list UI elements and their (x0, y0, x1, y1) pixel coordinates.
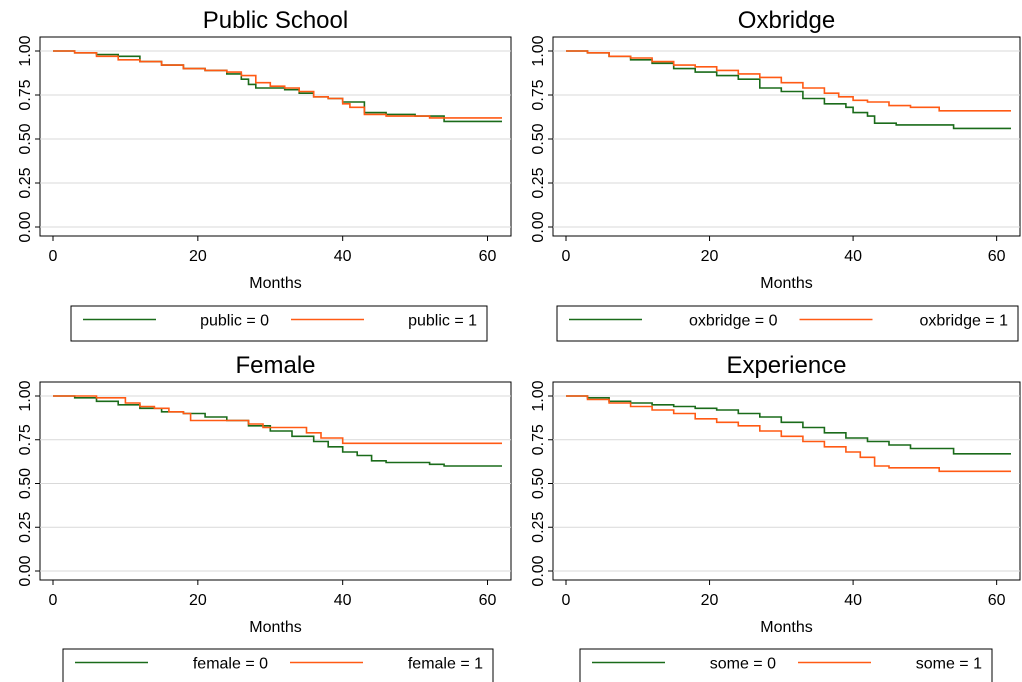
y-tick-label: 0.00 (530, 211, 547, 242)
chart-panel-1: 0.00 0.25 0.50 0.75 1.00 0 20 40 60 Public School… (17, 7, 512, 342)
survival-curve-group-1 (53, 50, 502, 119)
survival-curve-group-0 (566, 50, 1011, 130)
legend-label: female = 0 (193, 656, 268, 673)
x-tick-label: 20 (189, 248, 207, 265)
legend-label: some = 0 (710, 656, 776, 673)
y-tick-label: 0.25 (17, 167, 34, 198)
legend-box (556, 305, 1019, 342)
legend-label: public = 0 (200, 313, 269, 330)
y-tick-label: 1.00 (17, 35, 34, 66)
x-axis-label: Months (249, 275, 301, 292)
x-axis-label: Months (249, 619, 301, 636)
x-tick-label: 60 (479, 248, 497, 265)
legend: female = 0 female = 1 (62, 648, 494, 682)
legend: public = 0 public = 1 (70, 305, 488, 342)
legend-box (70, 305, 488, 342)
x-tick-label: 0 (562, 248, 571, 265)
x-tick-label: 0 (562, 592, 571, 609)
y-tick-label: 0.25 (530, 167, 547, 198)
survival-curve-group-0 (53, 395, 502, 467)
x-tick-label: 20 (189, 592, 207, 609)
x-axis-label: Months (760, 619, 812, 636)
y-tick-label: 0.75 (530, 79, 547, 110)
chart-title: Oxbridge (738, 7, 835, 34)
y-tick-label: 0.75 (17, 79, 34, 110)
y-tick-label: 0.50 (530, 468, 547, 499)
legend-box (579, 648, 993, 682)
y-tick-label: 0.25 (17, 512, 34, 543)
plot-frame (39, 36, 512, 237)
x-tick-label: 40 (334, 248, 352, 265)
y-tick-label: 0.50 (17, 123, 34, 154)
x-tick-label: 60 (988, 592, 1006, 609)
x-axis-label: Months (760, 275, 812, 292)
plot-frame (552, 381, 1021, 581)
x-tick-label: 20 (701, 248, 719, 265)
survival-curve-group-1 (566, 395, 1011, 473)
survival-curve-group-1 (53, 395, 502, 445)
y-tick-label: 0.75 (17, 424, 34, 455)
x-tick-label: 40 (844, 592, 862, 609)
y-tick-label: 0.50 (17, 468, 34, 499)
x-tick-label: 60 (988, 248, 1006, 265)
legend: oxbridge = 0 oxbridge = 1 (556, 305, 1019, 342)
chart-title: Experience (726, 352, 846, 379)
legend-box (62, 648, 494, 682)
survival-curve-group-1 (566, 50, 1011, 112)
chart-title: Public School (203, 7, 348, 34)
plot-frame (552, 36, 1021, 237)
x-tick-label: 0 (49, 592, 58, 609)
y-tick-label: 0.50 (530, 123, 547, 154)
y-tick-label: 0.25 (530, 512, 547, 543)
chart-panel-3: 0.00 0.25 0.50 0.75 1.00 0 20 40 60 Female Months f… (17, 352, 512, 682)
x-tick-label: 0 (49, 248, 58, 265)
survival-curve-group-0 (566, 395, 1011, 455)
plot-frame (39, 381, 512, 581)
legend-label: female = 1 (408, 656, 483, 673)
chart-panel-2: 0.00 0.25 0.50 0.75 1.00 0 20 40 60 Oxbridge Month… (530, 7, 1021, 342)
chart-title: Female (235, 352, 315, 379)
survival-curve-group-0 (53, 50, 502, 123)
legend-label: public = 1 (408, 313, 477, 330)
legend: some = 0 some = 1 (579, 648, 993, 682)
y-tick-label: 1.00 (530, 35, 547, 66)
legend-label: oxbridge = 1 (919, 313, 1008, 330)
y-tick-label: 0.00 (17, 211, 34, 242)
legend-label: some = 1 (916, 656, 982, 673)
y-tick-label: 0.75 (530, 424, 547, 455)
y-tick-label: 1.00 (17, 380, 34, 411)
x-tick-label: 40 (844, 248, 862, 265)
y-tick-label: 0.00 (17, 555, 34, 586)
x-tick-label: 40 (334, 592, 352, 609)
legend-label: oxbridge = 0 (689, 313, 778, 330)
chart-panel-4: 0.00 0.25 0.50 0.75 1.00 0 20 40 60 Experience Mon… (530, 352, 1021, 682)
y-tick-label: 1.00 (530, 380, 547, 411)
x-tick-label: 20 (701, 592, 719, 609)
x-tick-label: 60 (479, 592, 497, 609)
y-tick-label: 0.00 (530, 555, 547, 586)
